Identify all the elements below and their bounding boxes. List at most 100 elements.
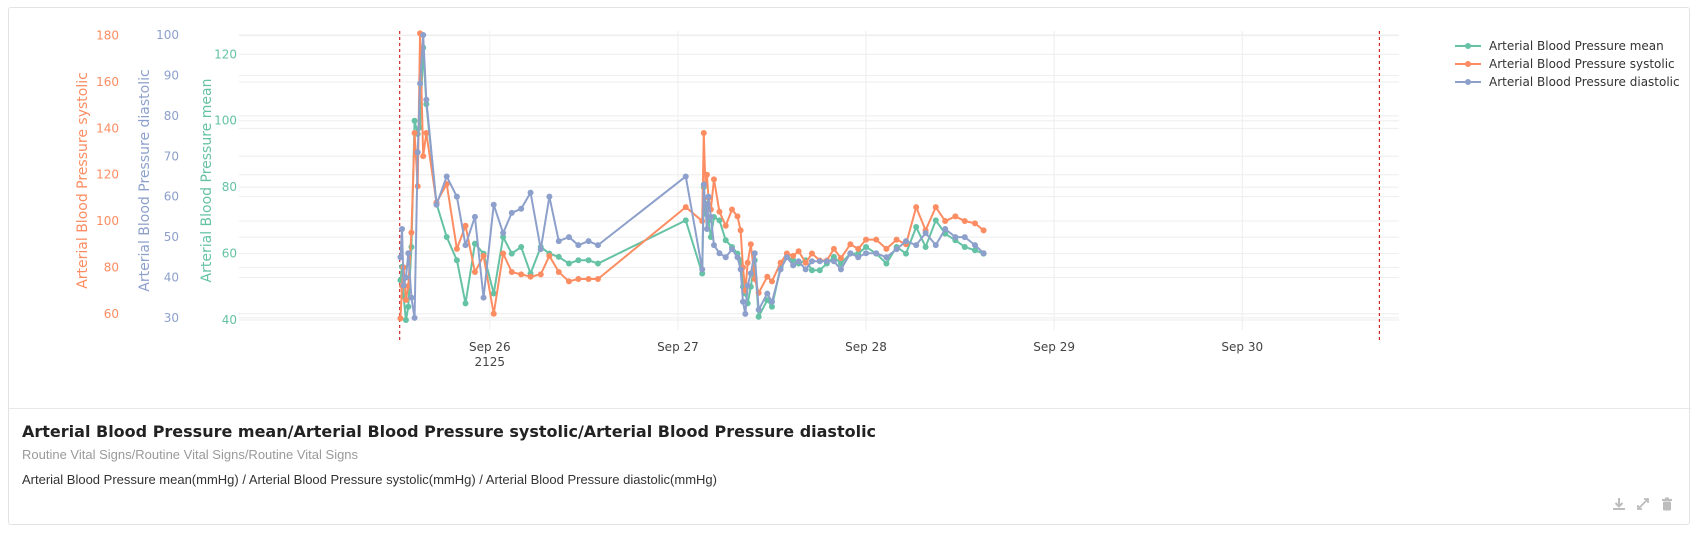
data-point[interactable] xyxy=(903,238,909,245)
data-point[interactable] xyxy=(922,230,929,237)
data-point[interactable] xyxy=(764,297,771,304)
data-point[interactable] xyxy=(722,222,729,229)
data-point[interactable] xyxy=(397,315,404,322)
data-point[interactable] xyxy=(462,242,469,249)
data-point[interactable] xyxy=(703,171,710,178)
data-point[interactable] xyxy=(932,217,939,224)
data-point[interactable] xyxy=(855,245,862,252)
data-point[interactable] xyxy=(893,236,900,243)
data-point[interactable] xyxy=(700,129,707,136)
data-point[interactable] xyxy=(883,254,890,261)
data-point[interactable] xyxy=(405,250,412,257)
data-point[interactable] xyxy=(500,230,507,237)
data-point[interactable] xyxy=(830,253,837,260)
data-point[interactable] xyxy=(411,314,418,321)
data-point[interactable] xyxy=(863,243,870,250)
data-point[interactable] xyxy=(729,246,735,253)
data-point[interactable] xyxy=(408,294,415,301)
data-point[interactable] xyxy=(537,246,544,253)
data-point[interactable] xyxy=(961,234,968,241)
data-point[interactable] xyxy=(932,242,939,249)
data-point[interactable] xyxy=(710,176,717,183)
data-point[interactable] xyxy=(527,273,534,280)
data-point[interactable] xyxy=(411,129,418,136)
data-point[interactable] xyxy=(802,266,809,273)
data-point[interactable] xyxy=(462,222,469,229)
data-point[interactable] xyxy=(565,278,572,285)
data-point[interactable] xyxy=(399,225,406,232)
data-point[interactable] xyxy=(922,243,929,250)
data-point[interactable] xyxy=(755,313,762,320)
data-point[interactable] xyxy=(405,303,412,310)
data-point[interactable] xyxy=(453,245,460,252)
data-point[interactable] xyxy=(913,224,920,231)
data-point[interactable] xyxy=(490,290,497,297)
data-point[interactable] xyxy=(795,258,802,265)
data-point[interactable] xyxy=(555,269,562,276)
data-point[interactable] xyxy=(702,201,709,208)
data-point[interactable] xyxy=(739,298,746,305)
data-point[interactable] xyxy=(863,250,870,257)
data-point[interactable] xyxy=(453,257,460,264)
data-point[interactable] xyxy=(734,254,741,261)
data-point[interactable] xyxy=(751,250,758,257)
legend-entry[interactable]: Arterial Blood Pressure diastolic xyxy=(1489,75,1680,89)
data-point[interactable] xyxy=(790,262,797,269)
data-point[interactable] xyxy=(777,266,784,273)
data-point[interactable] xyxy=(443,233,450,240)
data-point[interactable] xyxy=(873,250,880,257)
data-point[interactable] xyxy=(971,242,978,249)
data-point[interactable] xyxy=(682,204,689,211)
data-point[interactable] xyxy=(710,242,717,249)
data-point[interactable] xyxy=(546,193,553,200)
data-point[interactable] xyxy=(594,276,601,283)
data-point[interactable] xyxy=(952,234,959,241)
data-point[interactable] xyxy=(699,266,706,273)
data-point[interactable] xyxy=(790,257,797,264)
data-point[interactable] xyxy=(942,218,949,225)
data-point[interactable] xyxy=(795,248,802,255)
data-point[interactable] xyxy=(575,242,582,249)
data-point[interactable] xyxy=(768,303,775,310)
data-point[interactable] xyxy=(961,218,968,225)
data-point[interactable] xyxy=(847,250,854,257)
data-point[interactable] xyxy=(471,240,478,247)
data-point[interactable] xyxy=(737,227,744,234)
data-point[interactable] xyxy=(433,201,440,208)
data-point[interactable] xyxy=(555,238,562,245)
data-point[interactable] xyxy=(527,189,534,196)
data-point[interactable] xyxy=(913,242,920,249)
data-point[interactable] xyxy=(855,254,862,261)
data-point[interactable] xyxy=(893,246,900,253)
data-point[interactable] xyxy=(816,258,823,265)
data-point[interactable] xyxy=(873,236,880,243)
data-point[interactable] xyxy=(742,310,749,317)
data-point[interactable] xyxy=(546,252,553,259)
data-point[interactable] xyxy=(480,294,487,301)
data-point[interactable] xyxy=(453,193,460,200)
trash-icon[interactable] xyxy=(1659,496,1675,512)
data-point[interactable] xyxy=(716,217,723,224)
data-point[interactable] xyxy=(518,205,525,212)
data-point[interactable] xyxy=(575,276,582,283)
data-point[interactable] xyxy=(537,271,544,278)
data-point[interactable] xyxy=(471,213,478,220)
data-point[interactable] xyxy=(703,225,710,232)
data-point[interactable] xyxy=(783,254,790,261)
data-point[interactable] xyxy=(400,282,407,289)
data-point[interactable] xyxy=(883,245,890,252)
data-point[interactable] xyxy=(883,260,890,267)
data-point[interactable] xyxy=(508,209,515,216)
data-point[interactable] xyxy=(480,252,487,259)
data-point[interactable] xyxy=(518,271,525,278)
data-point[interactable] xyxy=(913,204,920,211)
data-point[interactable] xyxy=(585,238,592,245)
data-point[interactable] xyxy=(518,243,525,250)
data-point[interactable] xyxy=(747,241,754,248)
data-point[interactable] xyxy=(722,237,729,244)
data-point[interactable] xyxy=(716,250,723,257)
data-point[interactable] xyxy=(823,258,830,265)
data-point[interactable] xyxy=(594,242,601,249)
data-point[interactable] xyxy=(744,282,751,289)
data-point[interactable] xyxy=(952,213,959,220)
